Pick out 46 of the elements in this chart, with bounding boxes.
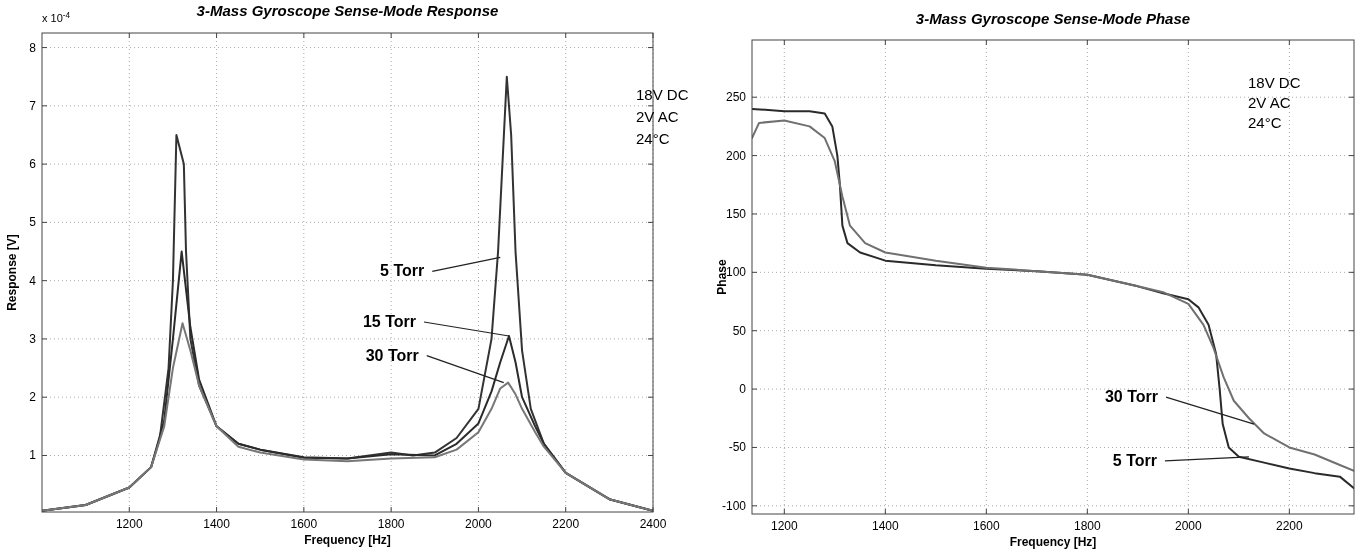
y-tick-label: 6 [29,157,37,172]
annotation: 5 Torr [1112,451,1157,469]
x-axis-title: Frequency [Hz] [1009,535,1097,549]
y-tick-label: -50 [728,440,747,455]
x-tick-label: 2400 [639,517,667,531]
y-tick-label: -100 [721,498,747,513]
annotation: 24°C [636,130,670,147]
x-tick-label: 1600 [290,517,318,531]
x-tick-label: 2200 [552,517,580,531]
y-axis-title: Response [V] [5,234,19,311]
y-tick-label: 100 [725,265,747,280]
y-tick-label: 2 [29,390,37,405]
y-tick-label: 5 [29,215,37,230]
y-tick-label: 3 [29,331,37,346]
x-tick-label: 1800 [377,517,405,531]
annotation: 30 Torr [1104,388,1158,406]
y-tick-label: 7 [29,98,37,113]
y-tick-label: 1 [29,448,37,463]
annotation: 30 Torr [365,346,419,364]
text: x 10$^{-4}$ [42,10,71,24]
x-tick-label: 2000 [465,517,493,531]
x-tick-label: 1400 [871,519,899,533]
y-tick-label: 250 [725,90,747,105]
x-tick-label: 1600 [972,519,1001,533]
annotation: 18V DC [1248,74,1301,91]
x-tick-label: 1200 [115,517,143,531]
chart-title: 3-Mass Gyroscope Sense-Mode Response [196,2,499,19]
y-tick-label: 200 [725,148,747,163]
annotation: 2V AC [636,108,679,125]
annotation: 24°C [1248,114,1282,131]
x-tick-label: 2000 [1175,519,1203,533]
y-tick-label: 50 [732,323,747,338]
x-tick-label: 2200 [1276,519,1304,533]
annotation: 5 Torr [380,262,425,280]
x-tick-label: 1400 [203,517,231,531]
y-tick-label: 0 [739,382,747,397]
y-tick-label: 4 [29,273,37,288]
x-tick-label: 1200 [770,519,798,533]
y-tick-label: 150 [725,206,747,221]
chart-title: 3-Mass Gyroscope Sense-Mode Phase [915,10,1191,27]
annotation: 2V AC [1248,94,1291,111]
annotation: 18V DC [636,86,689,103]
x-tick-label: 1800 [1073,519,1102,533]
y-tick-label: 8 [29,40,37,55]
annotation: 15 Torr [362,313,416,331]
x-axis-title: Frequency [Hz] [304,533,391,547]
